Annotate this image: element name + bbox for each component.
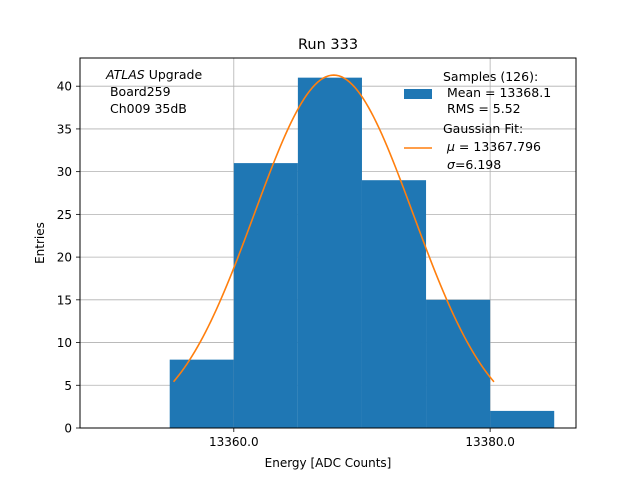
- legend-mu-symbol: μ: [446, 139, 455, 154]
- annotation-board: Board259: [106, 84, 171, 99]
- y-tick-label: 40: [57, 80, 72, 94]
- histogram-bars: [169, 77, 555, 429]
- gaussian-fit-curve: [172, 74, 495, 383]
- histogram-bar: [169, 359, 234, 428]
- y-tick-label: 10: [57, 336, 72, 350]
- legend-rms: RMS = 5.52: [443, 101, 521, 116]
- svg-text:ATLAS Upgrade: ATLAS Upgrade: [105, 67, 202, 82]
- histogram-bar: [361, 180, 427, 428]
- legend-samples-label: Samples (126):: [443, 69, 538, 84]
- plot-frame: [79, 57, 577, 429]
- y-axis-ticks: 0 5 10 15 20 25 30 35 40: [57, 80, 80, 436]
- y-tick-label: 35: [57, 122, 72, 136]
- legend-histogram-swatch: [404, 89, 432, 99]
- x-tick-label: 13360.0: [209, 435, 259, 449]
- annotation-channel: Ch009 35dB: [106, 101, 187, 116]
- histogram-bar: [233, 163, 298, 428]
- experiment-annotation: ATLAS Upgrade Board259 Ch009 35dB: [105, 67, 202, 116]
- y-tick-label: 25: [57, 208, 72, 222]
- y-tick-label: 30: [57, 165, 72, 179]
- legend-sigma-value: =6.198: [455, 157, 501, 172]
- y-tick-label: 20: [57, 251, 72, 265]
- legend-fit-label: Gaussian Fit:: [443, 121, 523, 136]
- annotation-upgrade: Upgrade: [145, 67, 203, 82]
- histogram-bar: [490, 410, 555, 428]
- y-axis-label: Entries: [33, 222, 47, 264]
- annotation-atlas: ATLAS: [105, 67, 145, 82]
- legend-mean: Mean = 13368.1: [443, 85, 551, 100]
- x-axis-ticks: 13360.0 13380.0: [209, 428, 515, 449]
- histogram-bar: [426, 299, 491, 428]
- svg-text:σ=6.198: σ=6.198: [447, 157, 501, 172]
- y-tick-label: 0: [64, 422, 72, 436]
- legend-sigma-symbol: σ: [447, 157, 456, 172]
- histogram-bar: [297, 77, 362, 429]
- x-tick-label: 13380.0: [465, 435, 515, 449]
- x-axis-label: Energy [ADC Counts]: [265, 456, 392, 470]
- svg-text:μ = 13367.796: μ = 13367.796: [446, 139, 541, 154]
- y-tick-label: 15: [57, 293, 72, 307]
- legend: Samples (126): Mean = 13368.1 RMS = 5.52…: [404, 69, 551, 172]
- legend-mu-value: = 13367.796: [455, 139, 541, 154]
- chart-title: Run 333: [298, 37, 358, 53]
- y-tick-label: 5: [64, 379, 72, 393]
